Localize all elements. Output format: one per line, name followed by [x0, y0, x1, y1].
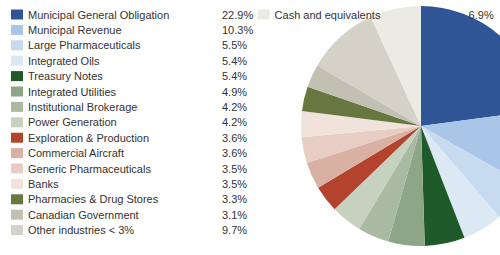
svg-text:3.6%: 3.6% [222, 147, 247, 159]
svg-text:3.3%: 3.3% [222, 193, 247, 205]
svg-text:4.9%: 4.9% [222, 86, 247, 98]
svg-text:Power Generation: Power Generation [28, 116, 117, 128]
svg-text:Commercial Aircraft: Commercial Aircraft [28, 147, 124, 159]
svg-text:Cash and equivalents: Cash and equivalents [275, 9, 381, 21]
svg-text:Exploration & Production: Exploration & Production [28, 132, 149, 144]
svg-text:Municipal General Obligation: Municipal General Obligation [28, 9, 169, 21]
svg-text:Banks: Banks [28, 178, 59, 190]
svg-text:5.5%: 5.5% [222, 39, 247, 51]
svg-text:6.9%: 6.9% [469, 9, 494, 21]
svg-text:Municipal Revenue: Municipal Revenue [28, 24, 122, 36]
svg-text:3.6%: 3.6% [222, 132, 247, 144]
svg-text:4.2%: 4.2% [222, 101, 247, 113]
svg-text:Integrated Oils: Integrated Oils [28, 55, 100, 67]
svg-text:22.9%: 22.9% [222, 9, 253, 21]
svg-text:Treasury Notes: Treasury Notes [28, 70, 103, 82]
svg-text:Pharmacies & Drug Stores: Pharmacies & Drug Stores [28, 193, 159, 205]
svg-text:Integrated Utilities: Integrated Utilities [28, 86, 117, 98]
svg-text:Canadian Government: Canadian Government [28, 209, 139, 221]
svg-text:10.3%: 10.3% [222, 24, 253, 36]
svg-text:3.5%: 3.5% [222, 163, 247, 175]
svg-text:Institutional Brokerage: Institutional Brokerage [28, 101, 137, 113]
svg-text:4.2%: 4.2% [222, 116, 247, 128]
svg-text:Large Pharmaceuticals: Large Pharmaceuticals [28, 39, 141, 51]
svg-text:Other industries < 3%: Other industries < 3% [28, 224, 134, 236]
svg-text:9.7%: 9.7% [222, 224, 247, 236]
svg-text:3.5%: 3.5% [222, 178, 247, 190]
svg-text:5.4%: 5.4% [222, 70, 247, 82]
svg-text:Generic Pharmaceuticals: Generic Pharmaceuticals [28, 163, 151, 175]
svg-text:5.4%: 5.4% [222, 55, 247, 67]
svg-text:3.1%: 3.1% [222, 209, 247, 221]
